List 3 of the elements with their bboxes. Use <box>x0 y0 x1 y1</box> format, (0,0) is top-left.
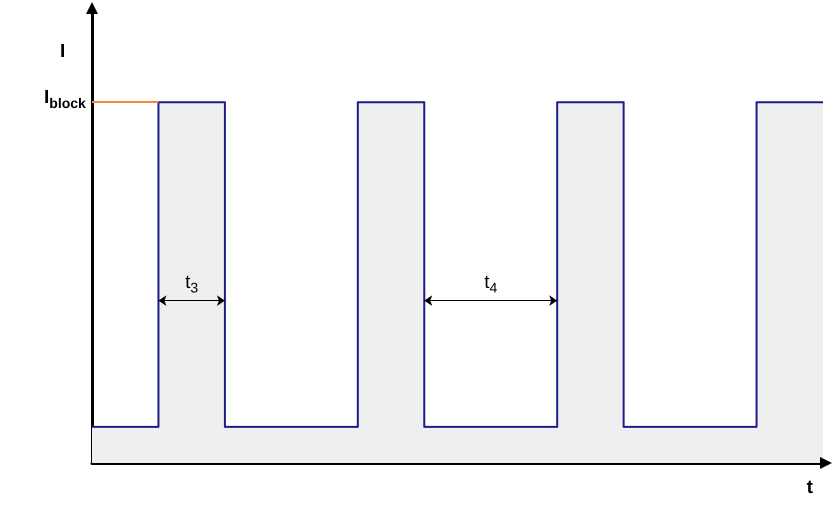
x-axis-title: t <box>806 477 814 498</box>
y-axis-title: I <box>60 41 66 62</box>
ref-line-label: I$_{block}$ <box>44 87 86 111</box>
